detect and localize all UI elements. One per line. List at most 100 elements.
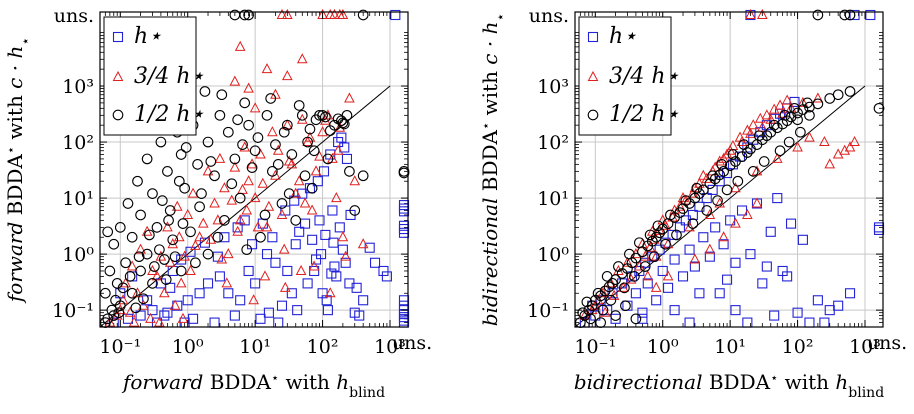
- data-point: [243, 265, 254, 277]
- y-unsolved-label: uns.: [529, 5, 569, 27]
- data-point: [263, 307, 274, 318]
- data-point: [756, 121, 768, 132]
- data-point: [654, 244, 665, 255]
- data-point: [716, 158, 728, 170]
- data-point: [179, 250, 190, 261]
- x-axis-label-part: BDDA: [203, 370, 271, 394]
- data-point: [718, 165, 729, 177]
- data-point: [306, 204, 318, 215]
- data-point: [216, 253, 228, 264]
- data-point: [601, 271, 613, 282]
- x-axis-label-part: ⋆: [271, 371, 279, 386]
- data-point: [147, 278, 158, 289]
- data-point: [714, 155, 726, 166]
- data-point: [286, 158, 298, 169]
- data-point: [316, 249, 327, 260]
- data-point: [265, 93, 277, 104]
- y-axis-label-part: with: [478, 65, 502, 122]
- data-point: [185, 246, 196, 257]
- data-point: [667, 229, 678, 240]
- data-point: [644, 229, 656, 241]
- data-point: [802, 97, 813, 109]
- data-point: [797, 234, 808, 245]
- data-point: [595, 295, 606, 306]
- data-point: [398, 167, 410, 179]
- data-point: [839, 9, 851, 21]
- data-point: [249, 145, 261, 157]
- series-2: [574, 9, 885, 328]
- y-unsolved-label: uns.: [54, 5, 94, 27]
- series-0: [108, 9, 410, 328]
- data-point: [398, 227, 410, 238]
- data-point: [151, 270, 163, 281]
- data-point: [782, 271, 793, 282]
- data-point: [756, 8, 768, 19]
- data-point: [290, 239, 301, 250]
- data-point: [792, 114, 803, 126]
- data-point: [844, 288, 856, 299]
- data-point: [279, 281, 291, 292]
- data-point: [865, 9, 876, 21]
- data-point: [202, 136, 214, 148]
- x-tick-label: 10⁰: [647, 336, 679, 358]
- data-point: [804, 131, 815, 142]
- data-point: [721, 184, 733, 196]
- data-point: [154, 316, 165, 327]
- x-tick-label: 10³: [849, 336, 881, 358]
- data-point: [637, 307, 648, 318]
- series-1: [579, 8, 860, 320]
- data-point: [308, 145, 320, 157]
- data-point: [669, 305, 680, 316]
- data-point: [381, 271, 392, 282]
- x-tick-label: 10⁻¹: [99, 336, 141, 358]
- data-point: [133, 251, 145, 263]
- data-point: [135, 310, 146, 321]
- data-point: [324, 125, 336, 136]
- data-point: [299, 170, 311, 182]
- data-point: [267, 232, 278, 243]
- data-point: [232, 222, 243, 233]
- data-point: [232, 114, 243, 126]
- data-point: [145, 312, 156, 323]
- data-point: [257, 177, 269, 188]
- data-point: [249, 192, 261, 203]
- data-point: [639, 261, 651, 272]
- data-point: [267, 126, 278, 137]
- data-point: [155, 136, 167, 148]
- data-point: [326, 268, 337, 279]
- data-point: [248, 294, 259, 305]
- data-point: [398, 295, 410, 306]
- data-point: [278, 243, 290, 254]
- data-point: [292, 305, 303, 316]
- data-point: [339, 142, 350, 153]
- data-point: [792, 307, 803, 318]
- data-point: [674, 200, 686, 211]
- data-point: [832, 89, 844, 101]
- data-point: [771, 122, 783, 134]
- data-point: [738, 139, 750, 150]
- data-point: [135, 243, 146, 254]
- data-point: [283, 155, 295, 166]
- data-point: [289, 195, 300, 206]
- data-point: [340, 250, 351, 261]
- data-point: [652, 220, 664, 232]
- data-point: [634, 260, 645, 271]
- data-point: [624, 248, 635, 260]
- data-point: [293, 175, 305, 186]
- data-point: [873, 102, 885, 114]
- data-point: [149, 261, 160, 272]
- data-point: [281, 8, 293, 19]
- data-point: [160, 274, 172, 286]
- data-point: [691, 182, 703, 194]
- x-axis-label-part: bidirectional: [574, 370, 703, 394]
- y-axis-label-part: ⋆: [479, 122, 494, 130]
- data-point: [613, 261, 624, 272]
- data-point: [718, 239, 729, 250]
- data-point: [190, 257, 201, 269]
- data-point: [270, 169, 281, 180]
- data-point: [272, 158, 284, 170]
- data-point: [642, 278, 653, 289]
- data-point: [337, 244, 348, 255]
- x-tick-label: 10³: [374, 336, 406, 358]
